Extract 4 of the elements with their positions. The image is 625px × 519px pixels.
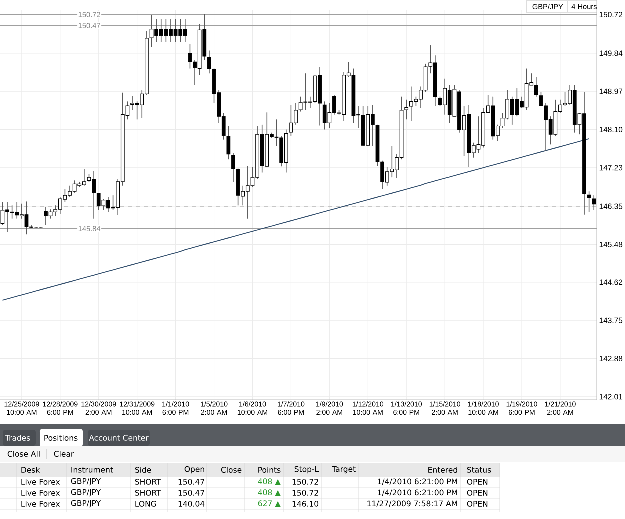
candlestick	[208, 50, 212, 74]
candlestick	[226, 126, 231, 160]
candlestick	[592, 195, 596, 211]
candlestick	[587, 191, 592, 213]
